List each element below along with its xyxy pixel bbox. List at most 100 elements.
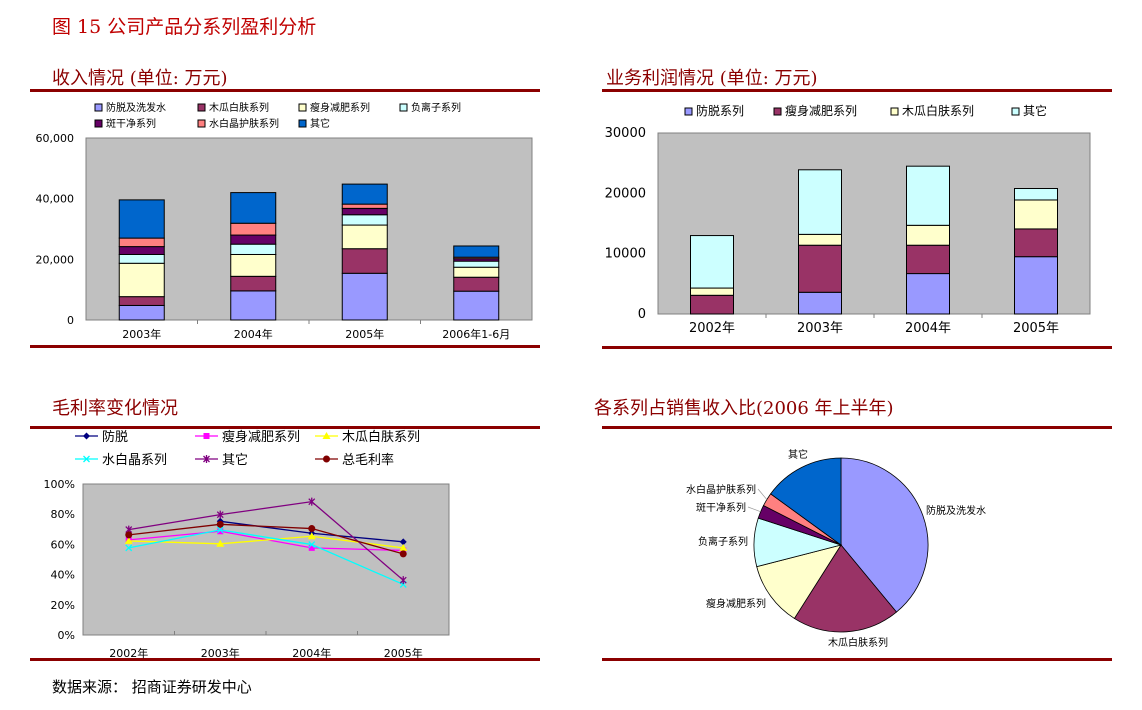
y-tick-label: 20,000 — [36, 253, 75, 266]
legend-marker — [323, 455, 330, 463]
bar-segment — [1014, 256, 1058, 315]
bar-segment — [118, 199, 165, 239]
legend-label: 其它 — [222, 452, 248, 468]
pie-slice — [840, 457, 929, 613]
pie-label: 木瓜白肤系列 — [828, 636, 888, 649]
divider — [30, 345, 540, 348]
bar-segment — [341, 203, 388, 209]
bar-segment — [118, 253, 165, 264]
legend-label: 木瓜白肤系列 — [209, 101, 269, 114]
pie-slice — [756, 544, 842, 620]
legend-label: 木瓜白肤系列 — [342, 429, 420, 445]
x-tick-label: 2004年 — [292, 646, 331, 660]
y-tick-label: 0 — [638, 307, 646, 322]
bar-segment — [230, 290, 277, 321]
x-tick-label: 2002年 — [109, 646, 148, 660]
pie-slice — [793, 544, 898, 633]
legend-label: 水白晶护肤系列 — [209, 117, 279, 130]
legend-swatch — [298, 119, 307, 128]
x-tick-label: 2003年 — [797, 321, 843, 336]
pie-chart-title: 各系列占销售收入比(2006 年上半年) — [594, 398, 894, 419]
bar-segment — [118, 262, 165, 298]
data-point — [216, 539, 225, 547]
data-point — [124, 536, 133, 544]
legend-swatch — [197, 103, 206, 112]
data-point — [308, 544, 315, 551]
data-point — [216, 520, 224, 528]
bar-segment — [118, 296, 165, 306]
legend-label: 水白晶系列 — [102, 452, 167, 468]
legend-swatch — [197, 119, 206, 128]
y-tick-label: 40% — [51, 569, 75, 582]
x-tick-label: 2005年 — [345, 327, 384, 341]
y-tick-label: 40,000 — [36, 193, 75, 206]
bar-segment — [798, 244, 842, 293]
figure-title: 图 15 公司产品分系列盈利分析 — [52, 16, 317, 38]
y-tick-label: 100% — [44, 478, 75, 491]
bar-segment — [906, 165, 950, 226]
legend-label: 负离子系列 — [411, 101, 461, 114]
y-tick-label: 0% — [58, 629, 75, 642]
bar-segment — [341, 183, 388, 205]
y-tick-label: 30000 — [605, 126, 646, 141]
bar-segment — [906, 244, 950, 275]
divider — [602, 346, 1112, 349]
pie-label: 负离子系列 — [698, 535, 748, 548]
profit-chart-title: 业务利润情况 (单位: 万元) — [606, 68, 818, 89]
legend-label: 防脱 — [102, 429, 128, 445]
bar-segment — [1014, 199, 1058, 230]
leader-line — [757, 488, 768, 500]
legend-label: 斑干净系列 — [106, 117, 156, 130]
bar-segment — [341, 224, 388, 250]
bar-segment — [230, 192, 277, 224]
x-tick-label: 2003年 — [201, 646, 240, 660]
bar-segment — [690, 235, 734, 289]
x-tick-label: 2005年 — [1013, 321, 1059, 336]
plot-area — [82, 483, 450, 636]
data-point — [307, 532, 316, 540]
data-point — [399, 543, 408, 551]
divider — [602, 658, 1112, 661]
data-point — [308, 497, 316, 506]
bar-segment — [118, 246, 165, 255]
data-point — [308, 541, 316, 549]
x-tick-label: 2002年 — [689, 321, 735, 336]
bar-segment — [798, 169, 842, 235]
margin-chart-title: 毛利率变化情况 — [52, 398, 178, 419]
legend-label: 瘦身减肥系列 — [310, 101, 370, 114]
data-point — [399, 550, 407, 558]
legend-swatch — [684, 107, 693, 116]
legend-marker — [83, 432, 90, 440]
legend-marker — [203, 455, 210, 463]
bar-segment — [230, 222, 277, 236]
data-point — [217, 528, 224, 535]
y-tick-label: 20000 — [605, 186, 646, 201]
legend-label: 其它 — [1023, 103, 1047, 118]
x-tick-label: 2005年 — [384, 646, 423, 660]
legend-swatch — [773, 107, 782, 116]
pie-label: 斑干净系列 — [696, 501, 746, 514]
bar-segment — [118, 304, 165, 321]
pie-label: 瘦身减肥系列 — [706, 597, 766, 610]
y-tick-label: 60,000 — [36, 132, 75, 145]
y-tick-label: 80% — [51, 508, 75, 521]
bar-segment — [906, 224, 950, 246]
bar-segment — [906, 273, 950, 315]
x-tick-label: 2004年 — [234, 327, 273, 341]
legend-swatch — [1011, 107, 1020, 116]
data-point — [125, 531, 133, 539]
legend-label: 木瓜白肤系列 — [902, 103, 974, 118]
series-line — [128, 529, 404, 586]
x-tick-label: 2003年 — [122, 327, 161, 341]
legend-label: 防脱系列 — [696, 103, 744, 118]
bar-segment — [798, 291, 842, 315]
bar-segment — [690, 287, 734, 296]
legend-marker — [322, 432, 331, 439]
bar-segment — [230, 243, 277, 255]
bar-segment — [230, 234, 277, 245]
bar-segment — [118, 237, 165, 248]
pie-label: 水白晶护肤系列 — [686, 483, 756, 496]
pie-label: 防脱及洗发水 — [926, 504, 986, 517]
bar-segment — [453, 276, 500, 292]
